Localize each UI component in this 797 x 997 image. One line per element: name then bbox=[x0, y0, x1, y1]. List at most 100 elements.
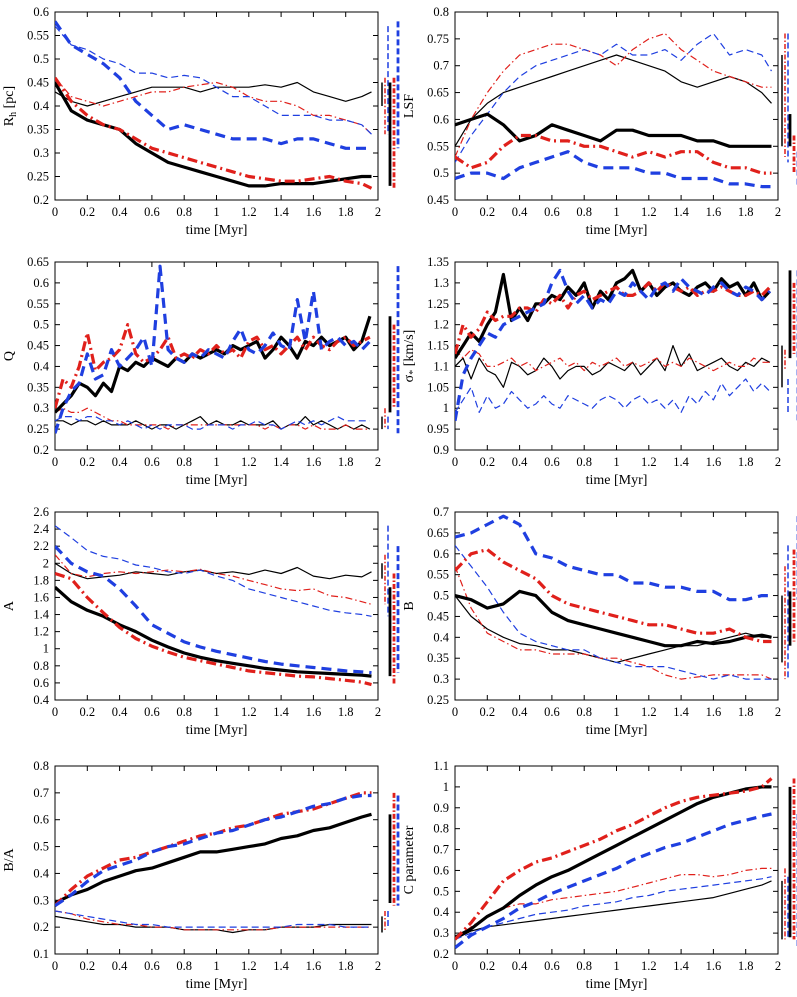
range-bars bbox=[381, 266, 400, 434]
x-tick-label: 0.6 bbox=[144, 455, 160, 469]
panel-ba: 0 0.2 0.4 0.6 0.8 1 1.2 1.4 1.6 1.8 2 0.1 0.2 0.3 0.4 0… bbox=[2, 759, 400, 992]
series-line-black-thick-solid bbox=[455, 785, 772, 939]
x-tick-label: 0 bbox=[452, 959, 458, 973]
series-line-red-thick-dashdot bbox=[455, 133, 772, 175]
panel-c: 0 0.2 0.4 0.6 0.8 1 1.2 1.4 1.6 1.8 20.20.30.40.50… bbox=[402, 759, 797, 992]
y-tick-label: 0.35 bbox=[27, 123, 49, 137]
y-tick-label: 0.35 bbox=[27, 380, 49, 394]
x-tick-label: 1.2 bbox=[641, 959, 657, 973]
y-axis-label-unit: [km/s] bbox=[402, 330, 417, 370]
panel-lsf: 0 0.2 0.4 0.6 0.8 1 1.2 1.4 1.6 1.8 2 0.45 0.5 0.55 0.… bbox=[402, 5, 797, 238]
y-axis-label-unit: [pc] bbox=[2, 86, 17, 112]
x-tick-label: 1.4 bbox=[673, 455, 689, 469]
y-tick-label: 1.25 bbox=[427, 297, 449, 311]
x-tick-label: 0.8 bbox=[576, 205, 592, 219]
y-tick-label: 1.3 bbox=[433, 276, 449, 290]
y-tick-label: 0.35 bbox=[427, 651, 449, 665]
x-tick-label: 0.8 bbox=[176, 705, 192, 719]
plot-frame bbox=[454, 511, 779, 701]
x-tick-label: 0 bbox=[452, 205, 458, 219]
series-line-blue-thick-dashed bbox=[55, 545, 372, 675]
y-tick-label: 1.2 bbox=[433, 318, 449, 332]
y-tick-label: 0.2 bbox=[33, 443, 49, 457]
series-line-blue-thin-dashed bbox=[455, 32, 773, 163]
series-line-blue-thin-dashed bbox=[55, 525, 372, 617]
y-tick-label: 0.65 bbox=[427, 86, 449, 100]
series-line-black-thin-solid bbox=[55, 81, 372, 107]
y-tick-label: 0.55 bbox=[427, 568, 449, 582]
x-tick-label: 1.2 bbox=[241, 705, 257, 719]
y-axis-label: LSF bbox=[402, 94, 417, 118]
y-tick-label: 1.1 bbox=[433, 359, 449, 373]
y-tick-label: 0.25 bbox=[27, 170, 49, 184]
x-tick-label: 2 bbox=[375, 455, 381, 469]
series-group bbox=[55, 791, 372, 934]
y-axis-label: Q bbox=[2, 351, 17, 361]
series-line-blue-thick-dashed bbox=[455, 268, 772, 422]
x-tick-label: 1.2 bbox=[641, 705, 657, 719]
series-line-black-thin-solid bbox=[55, 562, 372, 580]
y-axis-label-sub: h bbox=[8, 112, 19, 117]
y-tick-label: 0.55 bbox=[27, 29, 49, 43]
x-tick-label: 2 bbox=[775, 705, 781, 719]
y-axis-label: σ* [km/s] bbox=[402, 330, 419, 383]
y-tick-label: 2 bbox=[43, 556, 49, 570]
series-line-black-thick-solid bbox=[55, 586, 372, 678]
x-tick-label: 0.4 bbox=[112, 455, 128, 469]
series-group bbox=[455, 514, 772, 680]
series-group bbox=[55, 20, 373, 190]
x-tick-label: 0.2 bbox=[79, 455, 95, 469]
x-tick-label: 1.8 bbox=[338, 959, 354, 973]
y-tick-label: 0.7 bbox=[433, 843, 449, 857]
y-tick-label: 0.4 bbox=[33, 359, 49, 373]
y-tick-label: 0.8 bbox=[33, 659, 49, 673]
x-tick-label: 1.4 bbox=[273, 959, 289, 973]
y-tick-label: 0.4 bbox=[33, 99, 49, 113]
x-tick-label: 1.6 bbox=[706, 455, 722, 469]
y-axis-label: B bbox=[402, 601, 417, 610]
series-line-black-thin-solid bbox=[455, 880, 772, 940]
x-tick-label: 1.8 bbox=[738, 205, 754, 219]
x-tick-label: 0.4 bbox=[512, 455, 528, 469]
x-tick-label: 1.4 bbox=[273, 705, 289, 719]
panel-q: 0 0.2 0.4 0.6 0.8 1 1.2 1.4 1.6 1.8 20.20.250.30.3… bbox=[2, 255, 400, 488]
y-tick-label: 0.5 bbox=[33, 52, 49, 66]
y-tick-label: 0.25 bbox=[27, 422, 49, 436]
series-group bbox=[455, 777, 773, 949]
x-axis-label: time [Myr] bbox=[586, 977, 648, 992]
x-tick-label: 0.8 bbox=[176, 959, 192, 973]
y-tick-label: 0.25 bbox=[427, 693, 449, 707]
panel-b: 0 0.2 0.4 0.6 0.8 1 1.2 1.4 1.6 1.8 2 0.25 0.3 0.35 0.… bbox=[402, 505, 797, 738]
series-group bbox=[55, 264, 372, 434]
series-group bbox=[455, 268, 772, 422]
y-axis-label-sub: * bbox=[408, 370, 419, 375]
series-line-black-thin-solid bbox=[55, 416, 371, 430]
x-tick-label: 0.2 bbox=[479, 455, 495, 469]
series-line-red-thick-dashdot bbox=[55, 791, 372, 907]
series-line-red-thick-dashdot bbox=[55, 76, 373, 190]
y-tick-label: 0.4 bbox=[33, 693, 49, 707]
x-tick-label: 1 bbox=[613, 455, 619, 469]
x-tick-label: 0.6 bbox=[144, 205, 160, 219]
range-bars bbox=[781, 33, 797, 187]
x-tick-label: 0.2 bbox=[79, 705, 95, 719]
x-tick-label: 1.6 bbox=[306, 455, 322, 469]
series-line-red-thin-dashdot bbox=[55, 554, 372, 605]
series-line-black-thick-solid bbox=[455, 268, 772, 359]
y-tick-label: 0.6 bbox=[433, 863, 449, 877]
x-tick-label: 0.8 bbox=[176, 455, 192, 469]
series-line-blue-thick-dashed bbox=[455, 812, 772, 949]
series-line-blue-thin-dashed bbox=[455, 876, 772, 940]
range-bars bbox=[381, 792, 400, 933]
x-tick-label: 1.4 bbox=[673, 705, 689, 719]
x-tick-label: 0.8 bbox=[576, 959, 592, 973]
y-tick-label: 0.4 bbox=[433, 905, 449, 919]
y-tick-label: 0.55 bbox=[27, 297, 49, 311]
y-tick-label: 0.45 bbox=[27, 76, 49, 90]
series-line-black-thick-solid bbox=[55, 81, 372, 188]
series-line-black-thin-solid bbox=[455, 54, 772, 147]
y-tick-label: 0.2 bbox=[33, 920, 49, 934]
series-line-blue-thick-dashed bbox=[455, 514, 772, 602]
x-axis-label: time [Myr] bbox=[186, 223, 248, 238]
series-line-blue-thick-dashed bbox=[55, 20, 372, 150]
